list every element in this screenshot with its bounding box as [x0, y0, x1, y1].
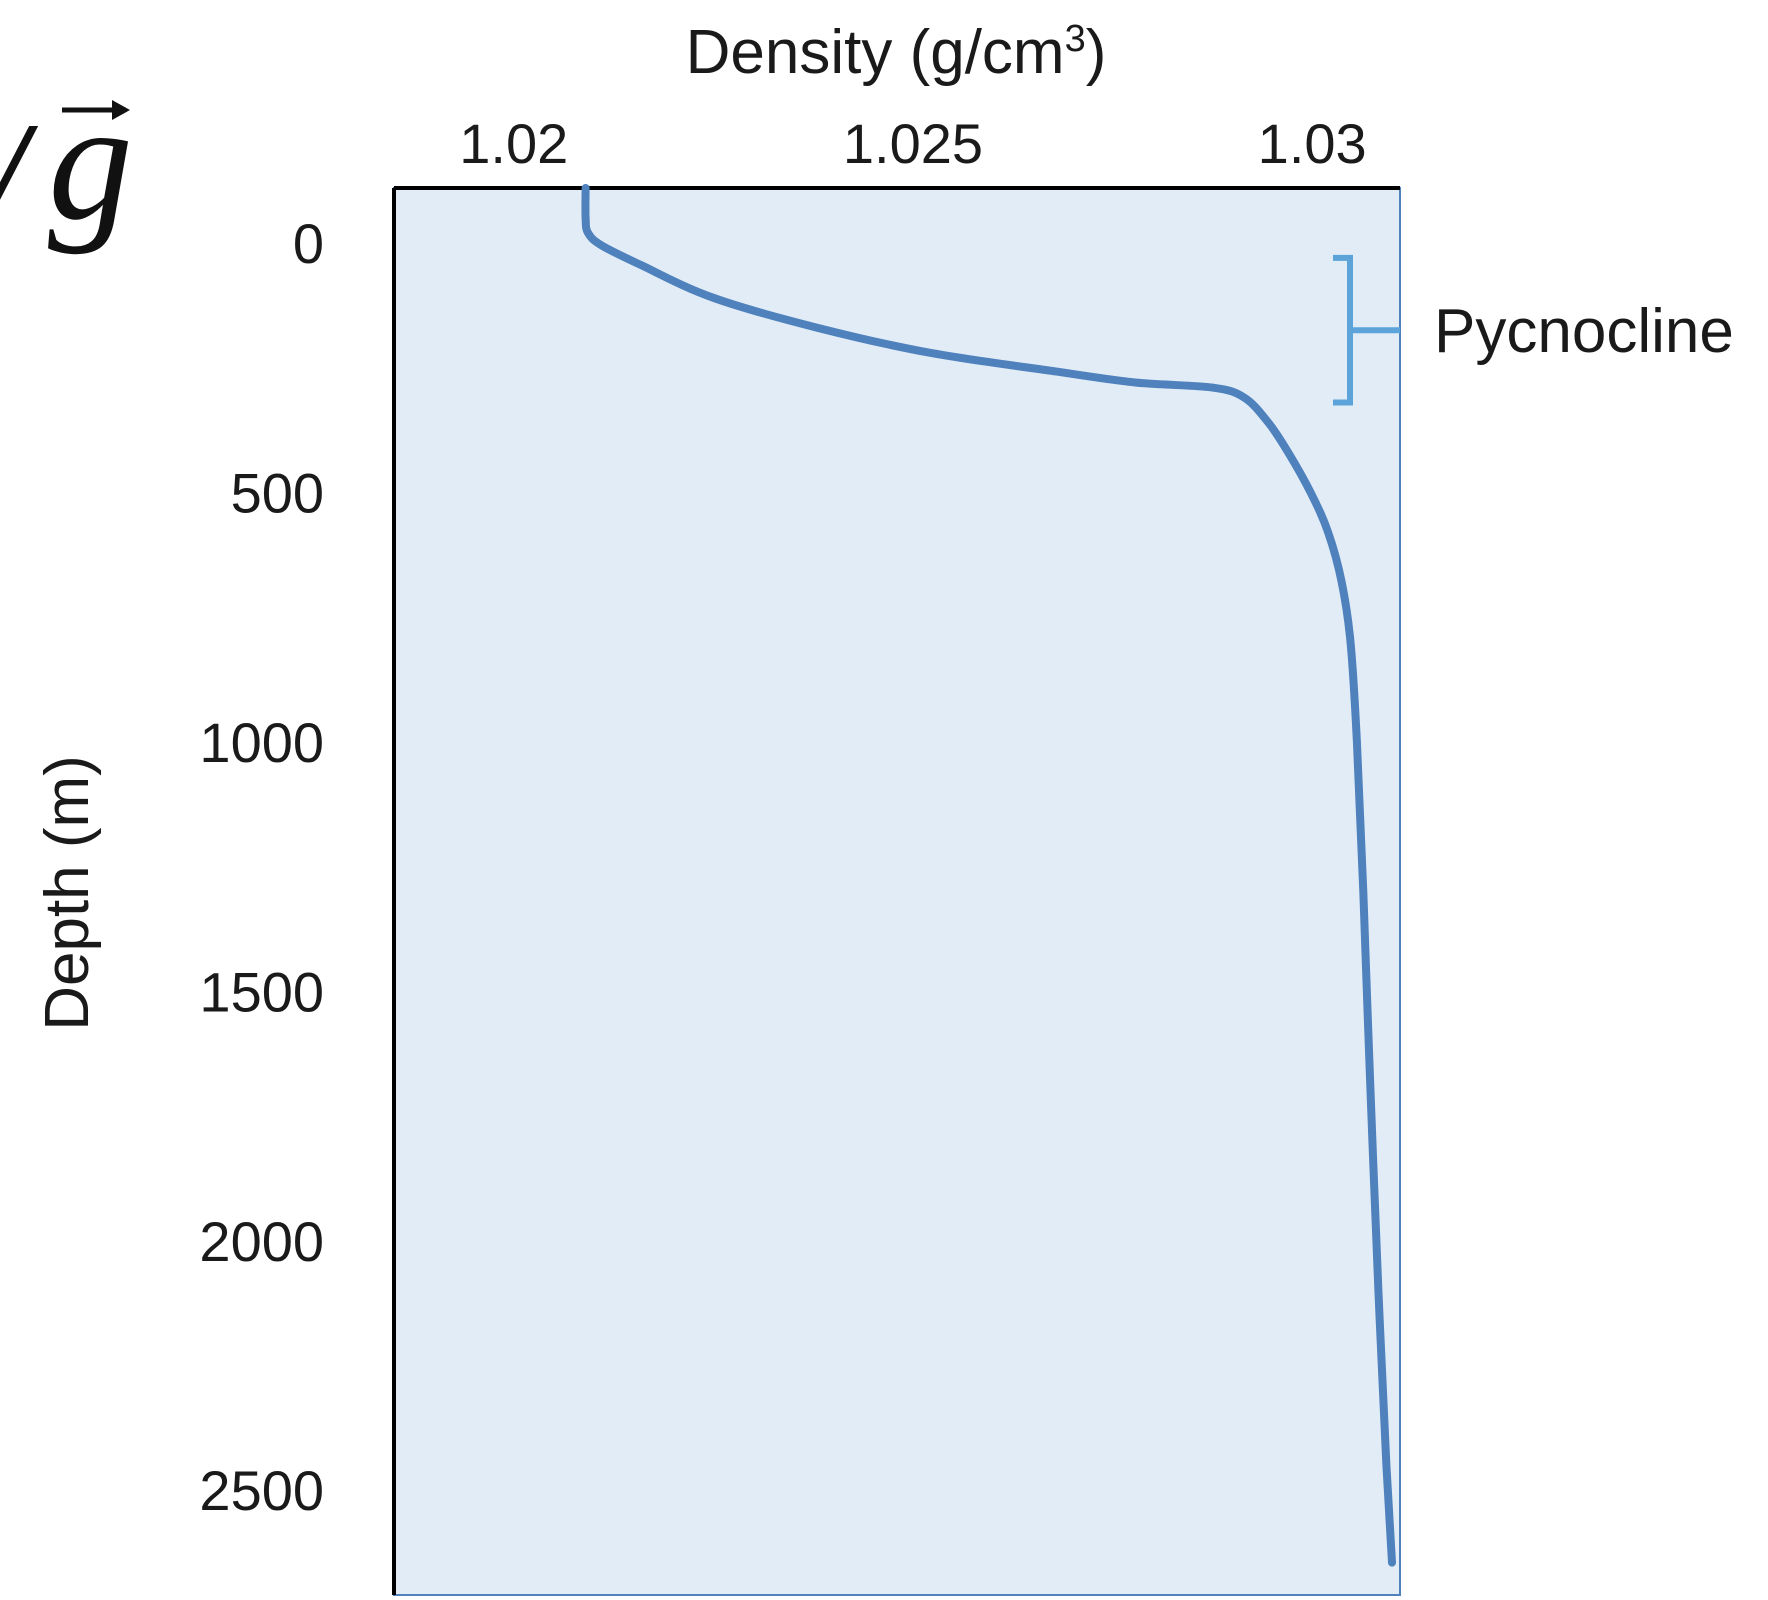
vector-arrow-icon: [62, 100, 130, 120]
y-tick-labels: 0 500 1000 1500 2000 2500: [199, 212, 324, 1522]
y-tick-label: 1500: [199, 960, 324, 1023]
y-tick-label: 2000: [199, 1210, 324, 1273]
y-tick-label: 500: [231, 461, 324, 524]
x-axis-title: Density (g/cm3): [686, 18, 1107, 87]
x-tick-label: 1.02: [459, 112, 568, 175]
math-slash: /: [0, 87, 39, 275]
x-tick-labels: 1.02 1.025 1.03: [459, 112, 1366, 175]
pycnocline-label: Pycnocline: [1434, 297, 1734, 366]
x-tick-label: 1.03: [1258, 112, 1367, 175]
y-tick-label: 2500: [199, 1459, 324, 1522]
pycnocline-bracket: [1333, 254, 1400, 406]
pycnocline-annotation: Pycnocline: [1333, 254, 1734, 406]
math-fragment: / g: [0, 67, 133, 275]
y-tick-label: 0: [293, 212, 324, 275]
y-tick-label: 1000: [199, 711, 324, 774]
y-axis-title: Depth (m): [33, 755, 102, 1031]
x-tick-label: 1.025: [843, 112, 983, 175]
density-profile-line: [581, 184, 1396, 1567]
math-g-glyph: g: [48, 67, 133, 255]
